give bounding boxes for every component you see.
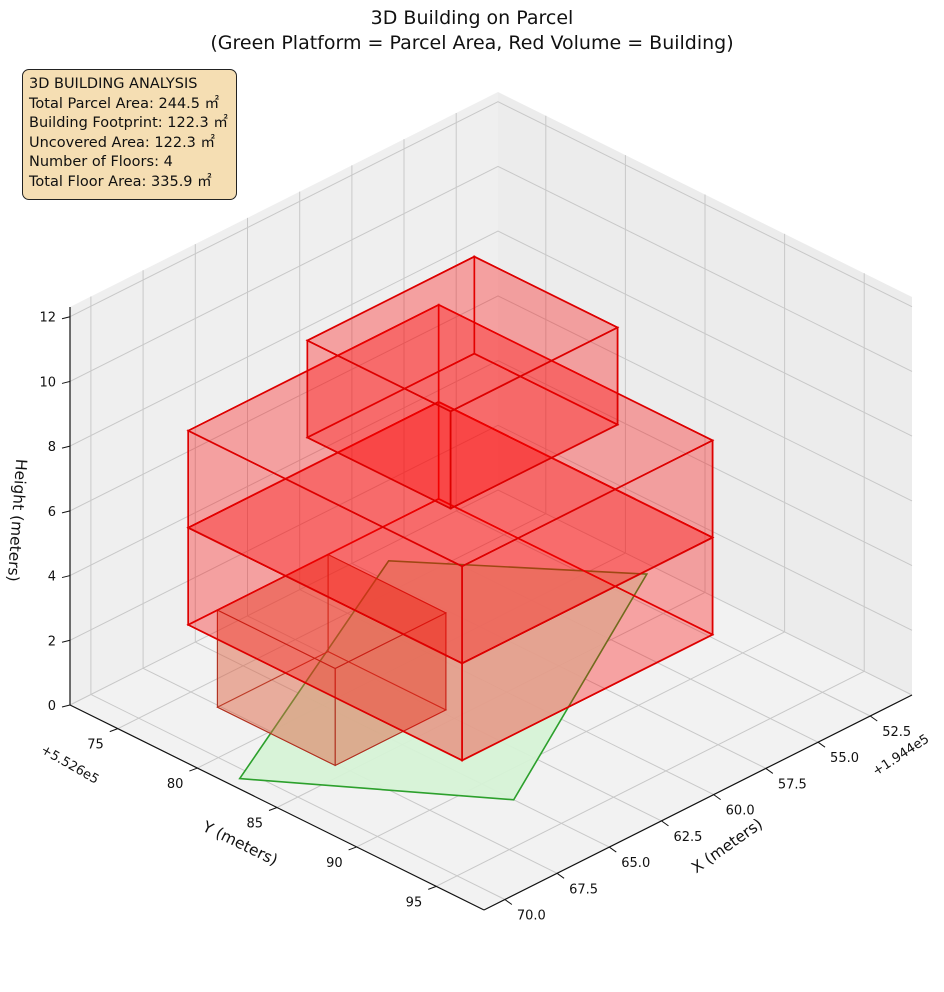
infobox-line: Building Footprint: 122.3 ㎡	[29, 115, 228, 132]
z-grid-line	[69, 424, 913, 641]
x-tick-mark	[869, 715, 878, 722]
y-tick-label: 85	[246, 817, 263, 832]
x-axis-label: X (meters)	[688, 815, 766, 877]
infobox-line: Uncovered Area: 122.3 ㎡	[29, 134, 216, 151]
z-grid-line	[69, 360, 913, 577]
infobox-line: Total Floor Area: 335.9 ㎡	[29, 173, 212, 190]
x-tick-mark	[504, 899, 513, 905]
z-tick-label: 8	[48, 440, 56, 455]
z-tick-mark	[61, 380, 71, 384]
z-tick-label: 6	[48, 505, 56, 520]
infobox-line: Total Parcel Area: 244.5 ㎡	[29, 95, 220, 112]
z-axis-label: Height (meters)	[4, 458, 31, 582]
z-tick-label: 0	[48, 699, 56, 714]
x-tick-label: 65.0	[621, 856, 650, 871]
infobox-heading: 3D BUILDING ANALYSIS	[29, 76, 198, 92]
z-tick-mark	[61, 510, 71, 514]
z-grid-line	[69, 295, 913, 512]
y-tick-label: 75	[87, 738, 104, 753]
y-tick-mark	[428, 885, 437, 890]
parcel-polygon	[238, 559, 649, 801]
x-tick-mark	[713, 794, 721, 801]
y-tick-mark	[268, 807, 278, 811]
z-grid-line	[69, 489, 913, 706]
z-grid-line	[69, 165, 913, 382]
z-tick-label: 10	[39, 375, 56, 390]
x-tick-mark	[608, 846, 617, 853]
parcel-layer	[238, 559, 649, 801]
building-floor-2	[186, 400, 715, 762]
chart-title-line1: 3D Building on Parcel	[370, 7, 574, 29]
z-tick-mark	[61, 575, 71, 579]
x-axis-line	[483, 694, 913, 911]
x-tick-mark	[817, 741, 826, 748]
y-tick-mark	[189, 767, 198, 772]
x-tick-label: 57.5	[778, 777, 807, 792]
z-tick-mark	[61, 445, 71, 449]
z-grid-line	[69, 230, 913, 447]
x-tick-mark	[556, 872, 565, 879]
building-layer	[186, 255, 715, 767]
y-axis-label: Y (meters)	[199, 817, 281, 869]
y-tick-label: 90	[326, 856, 343, 871]
left-wall-pane	[70, 92, 498, 705]
x-tick-mark	[661, 820, 669, 827]
floor-face	[305, 255, 620, 413]
building-floor-4	[305, 255, 620, 510]
infobox-line: Number of Floors: 4	[29, 154, 173, 171]
x-tick-label: 62.5	[673, 830, 702, 845]
z-tick-mark	[61, 639, 71, 643]
x-tick-label: 67.5	[569, 882, 598, 897]
building-floor-1	[216, 553, 448, 767]
y-tick-mark	[348, 846, 357, 851]
z-tick-label: 2	[48, 634, 56, 649]
building-floor-3	[186, 303, 715, 665]
y-tick-mark	[109, 728, 118, 733]
x-tick-label: 55.0	[830, 751, 859, 766]
z-grid-line	[69, 101, 913, 318]
y-tick-label: 80	[167, 777, 184, 792]
x-tick-label: 52.5	[882, 725, 911, 740]
x-tick-mark	[765, 768, 774, 774]
tick-labels: 52.555.057.560.062.565.067.570.075808590…	[39, 311, 911, 924]
z-tick-label: 4	[48, 570, 56, 585]
x-tick-label: 70.0	[517, 909, 546, 924]
z-tick-mark	[61, 704, 71, 708]
x-tick-label: 60.0	[726, 804, 755, 819]
z-tick-label: 12	[39, 311, 56, 326]
z-tick-mark	[61, 316, 71, 320]
analysis-infobox: 3D BUILDING ANALYSIS Total Parcel Area: …	[22, 69, 237, 200]
chart-title-line2: (Green Platform = Parcel Area, Red Volum…	[210, 32, 734, 54]
y-tick-label: 95	[406, 895, 423, 910]
